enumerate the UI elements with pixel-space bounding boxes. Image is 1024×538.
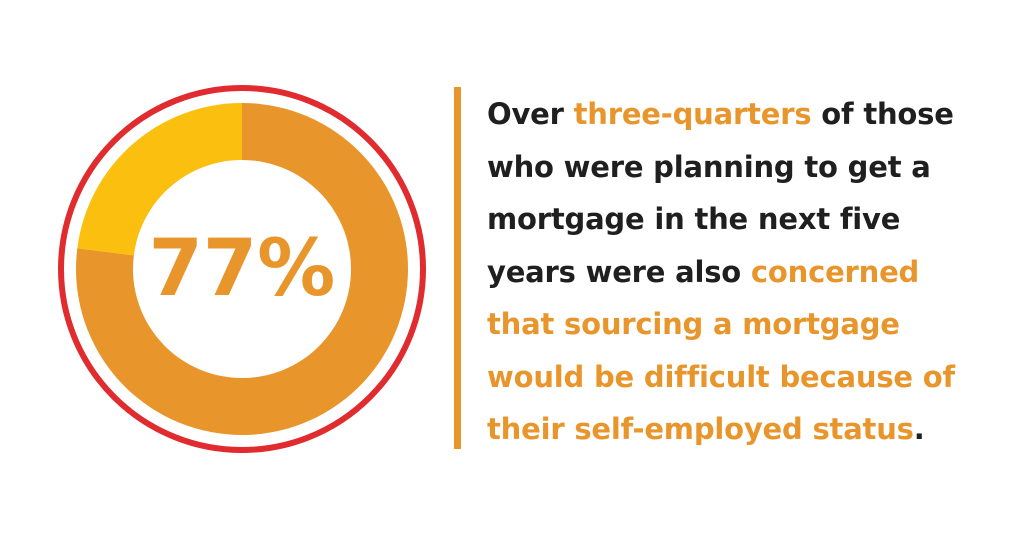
statement-line-7: their self-employed status. (487, 412, 925, 446)
statement-line-2: who were planning to get a (487, 149, 931, 184)
donut-hole (133, 160, 351, 378)
highlight-concerned: concerned (750, 254, 920, 289)
donut-chart: 77% (58, 85, 426, 453)
statement-line-6: would be difficult because of (487, 359, 955, 394)
vertical-divider (454, 87, 461, 449)
statement-line-1: Over three-quarters of those (487, 97, 954, 131)
center-percentage-label: 77% (149, 224, 336, 314)
statement-text: Over three-quarters of those who were pl… (487, 88, 1012, 456)
highlight-three-quarters: three-quarters (573, 97, 812, 131)
statement-line-4: years were also concerned (487, 254, 920, 289)
outer-ring (58, 85, 426, 453)
statement-line-5: that sourcing a mortgage (487, 307, 900, 341)
statement-line-3: mortgage in the next five (487, 202, 901, 236)
